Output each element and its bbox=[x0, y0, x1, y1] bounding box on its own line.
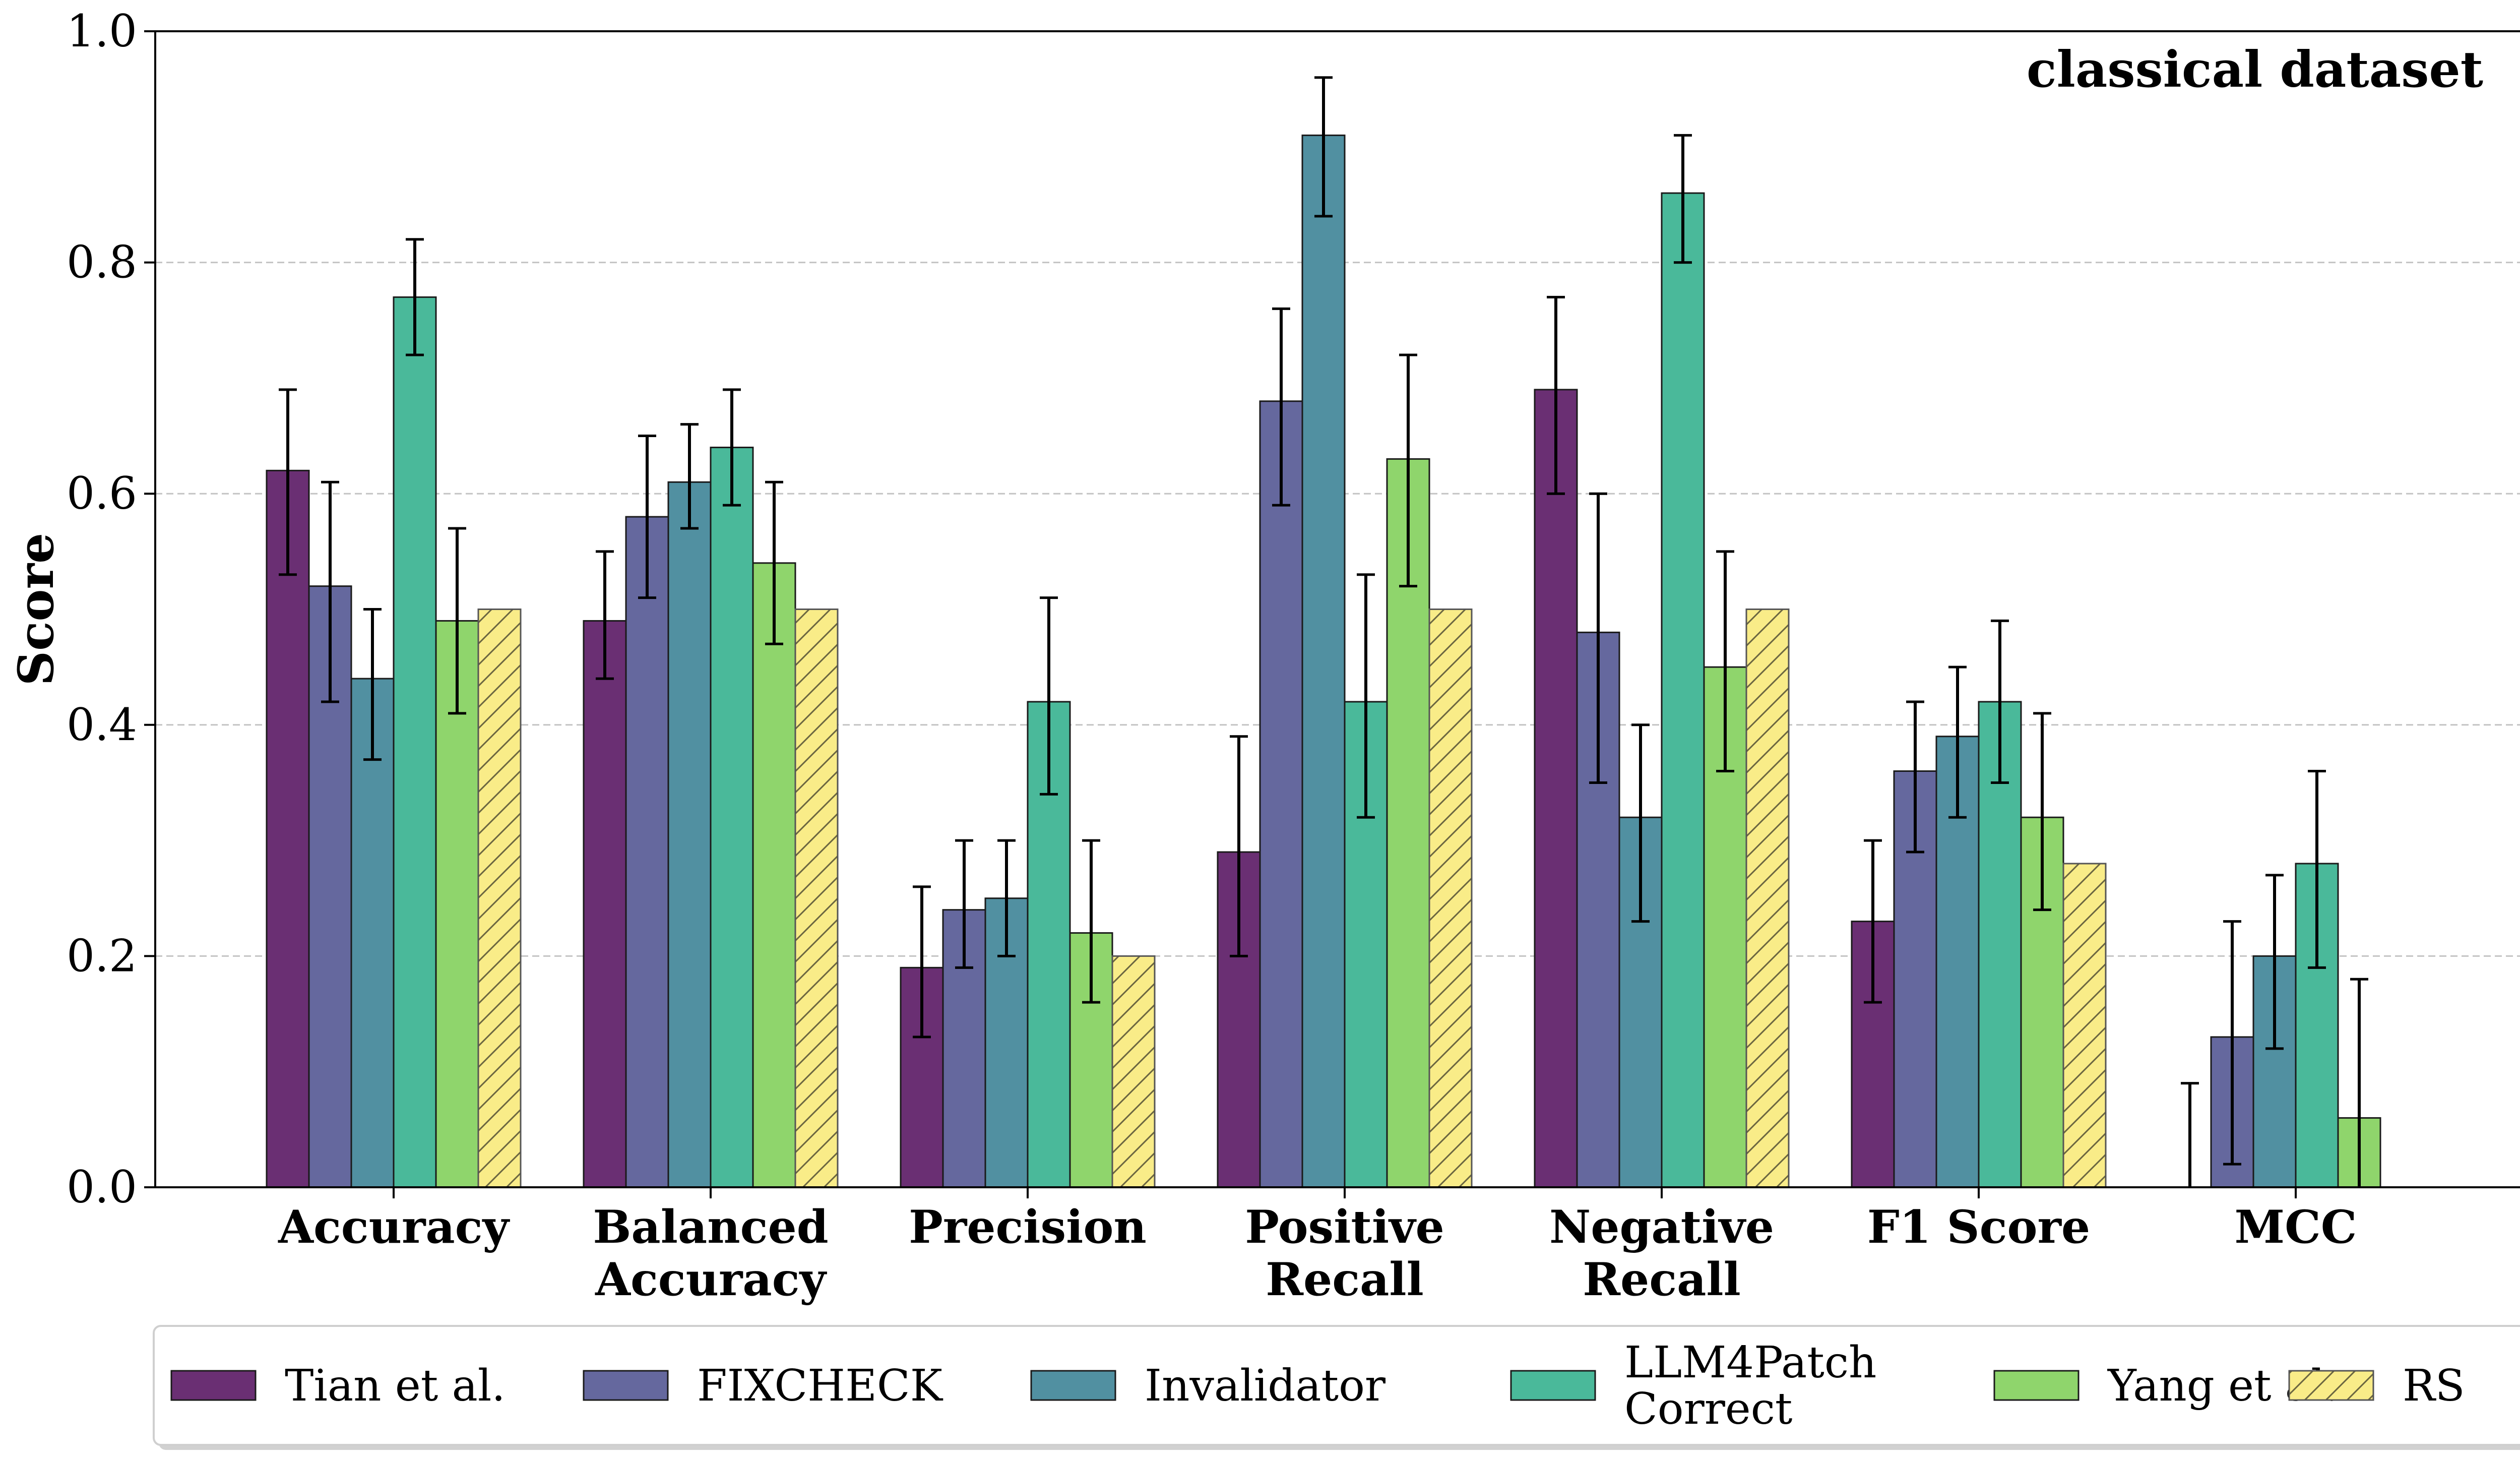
bar bbox=[350, 678, 395, 1188]
bar bbox=[2062, 863, 2107, 1188]
x-tick-label: Accuracy bbox=[278, 1200, 510, 1254]
bar bbox=[667, 481, 712, 1188]
y-axis-label: Score bbox=[8, 533, 65, 686]
bar bbox=[1111, 955, 1156, 1188]
bar bbox=[710, 446, 754, 1188]
x-tick-label: Recall bbox=[1266, 1253, 1424, 1306]
legend-swatch bbox=[170, 1370, 257, 1401]
bar bbox=[1301, 134, 1346, 1188]
bar bbox=[1745, 609, 1790, 1188]
x-tick-label: Positive bbox=[1245, 1200, 1444, 1254]
legend-swatch bbox=[2288, 1370, 2374, 1401]
y-tick-label: 0.8 bbox=[67, 236, 137, 288]
legend-label: Tian et al. bbox=[285, 1361, 506, 1411]
bar bbox=[1259, 400, 1303, 1188]
legend-label: Correct bbox=[1624, 1384, 1792, 1434]
y-tick-label: 0.0 bbox=[67, 1161, 137, 1213]
bar bbox=[477, 609, 522, 1188]
dataset-annotation: classical dataset bbox=[2027, 41, 2483, 99]
bar bbox=[393, 296, 437, 1188]
bar bbox=[625, 516, 669, 1188]
legend-label: LLM4Patch bbox=[1624, 1338, 1876, 1388]
bar bbox=[266, 469, 310, 1188]
x-tick-label: Balanced bbox=[593, 1200, 828, 1254]
y-tick-label: 1.0 bbox=[67, 5, 137, 57]
legend-swatch bbox=[583, 1370, 669, 1401]
legend-label: Invalidator bbox=[1145, 1361, 1386, 1411]
bar bbox=[583, 620, 627, 1188]
x-tick-label: Recall bbox=[1583, 1253, 1741, 1306]
legend-box bbox=[153, 1325, 2520, 1446]
y-tick-label: 0.6 bbox=[67, 467, 137, 519]
legend-swatch bbox=[1510, 1370, 1596, 1401]
bars bbox=[266, 134, 2381, 1188]
legend-label: RS bbox=[2403, 1361, 2465, 1411]
y-axis: 0.0 0.2 0.4 0.6 0.8 1.0 bbox=[67, 5, 155, 1213]
bar bbox=[1428, 609, 1473, 1188]
legend-label: FIXCHECK bbox=[697, 1361, 943, 1411]
legend-swatch bbox=[1030, 1370, 1116, 1401]
x-tick-label: MCC bbox=[2235, 1200, 2357, 1254]
x-tick-label: Accuracy bbox=[595, 1253, 827, 1306]
x-tick-label: Precision bbox=[909, 1200, 1147, 1254]
legend-swatch bbox=[1993, 1370, 2080, 1401]
bar bbox=[1661, 192, 1705, 1188]
y-tick-label: 0.4 bbox=[67, 699, 137, 751]
x-tick-label: Negative bbox=[1549, 1200, 1774, 1254]
error-bars bbox=[279, 76, 2368, 1187]
x-tick-label: F1 Score bbox=[1867, 1200, 2090, 1254]
y-tick-label: 0.2 bbox=[67, 930, 137, 982]
bar bbox=[752, 562, 796, 1188]
legend: Tian et al. FIXCHECK Invalidator LLM4PatchC… bbox=[153, 1325, 2520, 1450]
bar bbox=[794, 609, 839, 1188]
bar bbox=[1534, 389, 1578, 1188]
